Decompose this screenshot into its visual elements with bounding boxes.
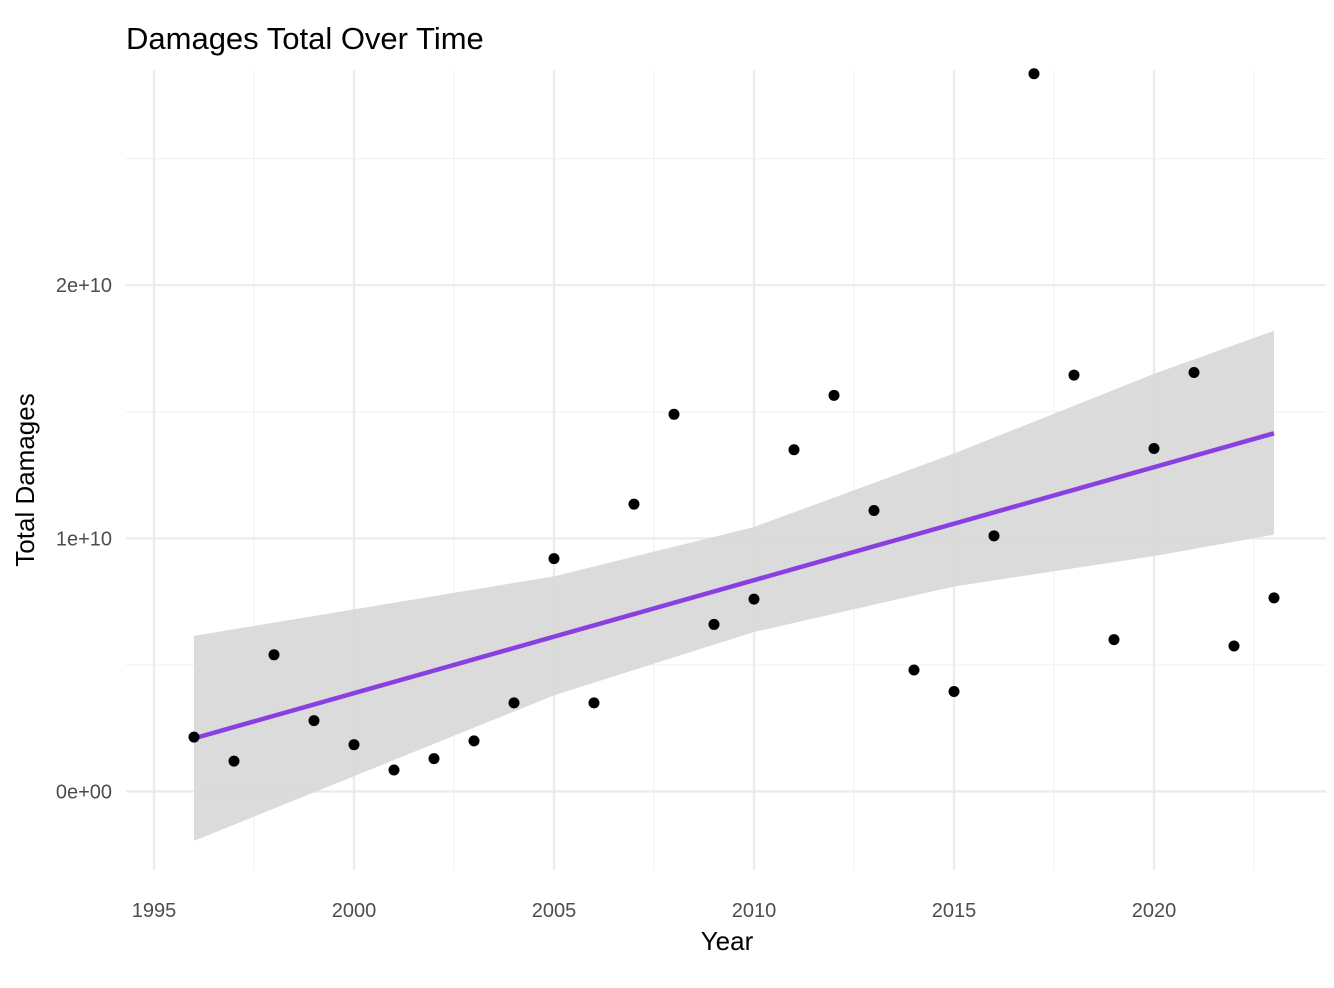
data-point (468, 735, 480, 747)
data-point (1068, 369, 1080, 381)
data-point (1028, 68, 1040, 80)
data-point (628, 498, 640, 510)
y-tick-label: 0e+00 (56, 782, 112, 804)
data-point (1228, 640, 1240, 652)
data-point (748, 593, 760, 605)
trend-line-layer (193, 431, 1275, 741)
x-tick-label: 2005 (532, 900, 577, 922)
data-point (548, 553, 560, 565)
x-tick-label: 1995 (132, 900, 177, 922)
data-points (188, 68, 1280, 776)
x-axis-title: Year (701, 926, 754, 956)
x-tick-label: 2015 (932, 900, 977, 922)
data-point (708, 618, 720, 630)
x-axis-ticks: 1995 2000 2005 2010 2015 2020 (132, 900, 1177, 922)
data-point (388, 764, 400, 776)
x-tick-label: 2020 (1132, 900, 1177, 922)
x-tick-label: 2000 (332, 900, 377, 922)
data-point (268, 649, 280, 661)
data-point (788, 444, 800, 456)
y-axis-title: Total Damages (10, 393, 40, 566)
data-point (1108, 634, 1120, 646)
data-point (828, 389, 840, 401)
x-tick-label: 2010 (732, 900, 777, 922)
chart-title: Damages Total Over Time (126, 21, 484, 56)
data-point (1148, 442, 1160, 454)
data-point (348, 739, 360, 751)
data-point (948, 686, 960, 698)
y-axis-ticks: 0e+00 1e+10 2e+10 (56, 275, 112, 803)
data-point (508, 697, 520, 709)
data-point (588, 697, 600, 709)
data-point (1188, 367, 1200, 379)
data-point (428, 753, 440, 765)
data-point (908, 664, 920, 676)
data-point (868, 505, 880, 517)
data-point (988, 530, 1000, 542)
data-point (308, 715, 320, 727)
data-point (188, 731, 200, 743)
data-point (1268, 592, 1280, 604)
trend-line (193, 431, 1275, 741)
data-point (668, 408, 680, 420)
data-point (228, 755, 240, 767)
y-tick-label: 2e+10 (56, 275, 112, 297)
y-tick-label: 1e+10 (56, 528, 112, 550)
